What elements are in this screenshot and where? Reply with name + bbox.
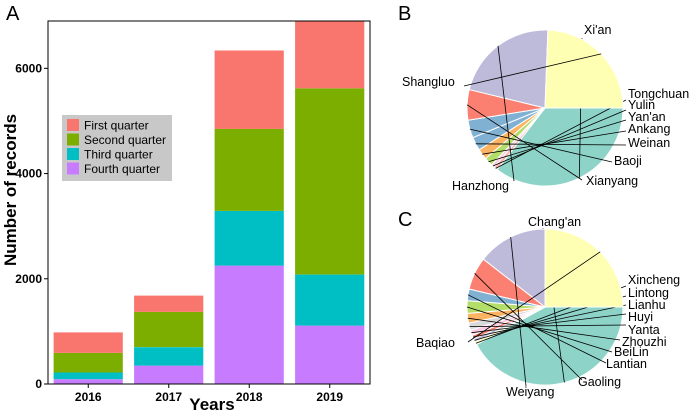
panel-c-pie-chart: C Chang'an XinchengLintongLianhuHuyiYanta… [398, 209, 680, 399]
leader-baoji [469, 128, 613, 163]
slice-label-ankang: Ankang [628, 122, 670, 136]
panel-label-c: C [398, 209, 412, 231]
slice-label-weiyang: Weiyang [506, 385, 554, 399]
legend-label-third-quarter: Third quarter [84, 148, 153, 162]
legend-swatch-fourth-quarter [67, 162, 79, 175]
slice-label-xianyang: Xianyang [586, 174, 638, 188]
y-tick-label-0: 0 [35, 377, 42, 391]
x-tick-label-2017: 2017 [155, 390, 182, 404]
slice-label-chang-an: Chang'an [528, 215, 581, 229]
leader-weiyang [510, 236, 527, 387]
slice-label-zhouzhi: Zhouzhi [622, 335, 666, 349]
y-tick-label-6000: 6000 [15, 61, 42, 75]
bar-2016-fourth-quarter [53, 379, 123, 384]
bar-2017-third-quarter [134, 347, 204, 366]
x-tick-label-2019: 2019 [316, 390, 343, 404]
bar-2019-second-quarter [295, 88, 365, 275]
leader-shangluo [463, 53, 602, 87]
leader-ankang [482, 130, 627, 155]
slice-label-baoji: Baoji [614, 154, 642, 168]
leader-beilin [466, 306, 613, 353]
legend-label-first-quarter: First quarter [84, 119, 149, 133]
slice-label-baqiao: Baqiao [416, 336, 455, 350]
pie-c-layer: Chang'an XinchengLintongLianhuHuyiYantaZh… [416, 215, 680, 399]
slice-label-tongchuan: Tongchuan [628, 87, 689, 101]
slice-label-xi-an: Xi'an [584, 23, 611, 37]
leader-hanzhong [497, 45, 515, 182]
slice-label-yanta: Yanta [628, 323, 660, 337]
slice-label-weinan: Weinan [628, 136, 670, 150]
x-tick-label-2016: 2016 [75, 390, 102, 404]
x-axis: 2016 2017 2018 2019 [75, 384, 343, 404]
leader-huyi [471, 313, 627, 334]
leader-baqiao [467, 251, 601, 343]
slice-baqiao [544, 228, 624, 308]
slice-label-beilin: BeiLin [614, 345, 649, 359]
slice-label-huyi: Huyi [628, 310, 653, 324]
bar-2018-first-quarter [214, 50, 284, 129]
bar-2016-third-quarter [53, 372, 123, 380]
legend-label-fourth-quarter: Fourth quarter [84, 162, 160, 176]
slice-label-xincheng: Xincheng [628, 273, 680, 287]
slice-label-lintong: Lintong [628, 286, 669, 300]
slice-label-gaoling: Gaoling [578, 375, 621, 389]
y-tick-label-4000: 4000 [15, 167, 42, 181]
slice-label-lantian: Lantian [606, 357, 647, 371]
leader-gaoling [474, 273, 583, 381]
y-tick-label-2000: 2000 [15, 272, 42, 286]
slice-label-hanzhong: Hanzhong [452, 179, 509, 193]
leader-weinan [475, 143, 627, 146]
panel-label-a: A [6, 3, 20, 25]
panel-label-b: B [398, 3, 411, 25]
legend-swatch-first-quarter [67, 119, 79, 131]
bar-2019-fourth-quarter [295, 325, 365, 384]
bar-layer [53, 21, 365, 384]
leader-lianhu [472, 304, 627, 338]
slice-shangluo [544, 29, 624, 109]
bar-2017-fourth-quarter [134, 365, 204, 384]
bar-2016-second-quarter [53, 353, 123, 373]
legend-background [62, 115, 172, 181]
bar-2016-first-quarter [53, 332, 123, 353]
plot-frame [47, 20, 371, 385]
bar-2018-fourth-quarter [214, 265, 284, 384]
leader-tongchuan [495, 99, 627, 169]
legend-swatch-second-quarter [67, 133, 79, 146]
bar-2018-second-quarter [214, 128, 284, 211]
y-axis-title: Number of records [1, 114, 20, 266]
y-axis: 0 2000 4000 6000 [15, 61, 48, 391]
leader-yulin [492, 109, 627, 167]
bar-2019-first-quarter [295, 21, 365, 89]
legend-label-second-quarter: Second quarter [84, 133, 166, 147]
leader-yan-an [488, 119, 627, 163]
x-axis-title: Years [189, 395, 234, 414]
slice-label-lianhu: Lianhu [628, 298, 666, 312]
leader-zhouzhi [467, 317, 621, 341]
leader-lantian [467, 294, 607, 364]
leader-yanta [469, 324, 627, 327]
slice-label-yulin: Yulin [628, 98, 655, 112]
slice-label-yan-an: Yan'an [628, 110, 666, 124]
bar-2018-third-quarter [214, 210, 284, 266]
bar-2017-second-quarter [134, 311, 204, 348]
slice-label-shangluo: Shangluo [402, 75, 455, 89]
panel-a-stacked-bar-chart: A Number of records Years 0200040006000 … [1, 3, 371, 414]
leader-xianyang [466, 104, 583, 181]
legend-swatch-third-quarter [67, 148, 79, 160]
x-tick-label-2018: 2018 [236, 390, 263, 404]
bar-2017-first-quarter [134, 295, 204, 312]
bar-2019-third-quarter [295, 274, 365, 326]
